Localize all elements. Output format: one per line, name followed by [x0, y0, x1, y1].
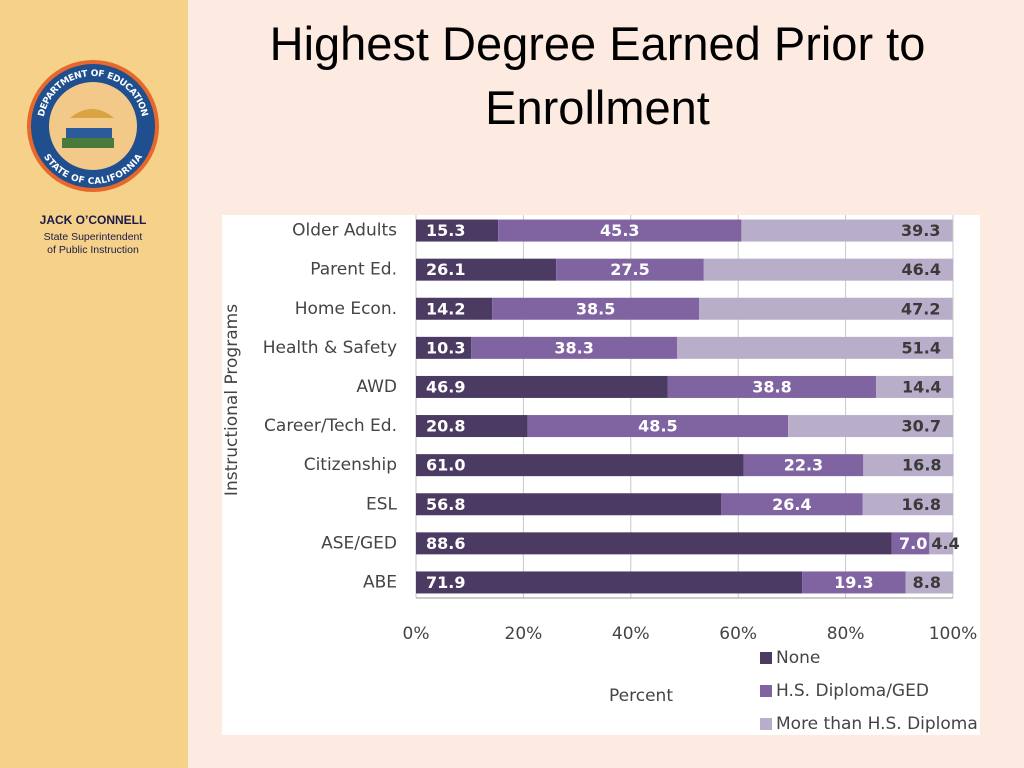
bar-segment [416, 532, 892, 555]
sidebar-role: of Public Instruction [47, 244, 139, 256]
y-tick-label: Older Adults [292, 221, 397, 241]
logo-center [49, 82, 137, 170]
x-tick-label: 80% [827, 624, 865, 644]
value-label: 48.5 [638, 417, 677, 436]
y-tick-label: Parent Ed. [310, 260, 397, 280]
bar-segment [527, 415, 789, 438]
y-tick-label: ESL [366, 494, 398, 514]
value-label: 56.8 [426, 495, 465, 514]
bar-segment [498, 219, 742, 242]
value-label: 45.3 [600, 221, 639, 240]
value-label: 46.4 [902, 260, 941, 279]
y-tick-label: Citizenship [304, 455, 397, 475]
value-label: 8.8 [913, 573, 941, 592]
y-tick-label: Home Econ. [295, 299, 397, 319]
bar-segment [416, 493, 722, 516]
y-tick-label: AWD [356, 377, 397, 397]
bar-segment [802, 571, 906, 594]
value-label: 14.2 [426, 299, 465, 318]
legend-swatch [760, 652, 772, 664]
value-label: 46.9 [426, 377, 465, 396]
logo: DEPARTMENT OF EDUCATION STATE OF CALIFOR… [27, 60, 159, 192]
x-tick-label: 60% [719, 624, 757, 644]
x-tick-label: 100% [929, 624, 978, 644]
bar-segment [676, 336, 953, 359]
bar-segment [929, 532, 953, 555]
x-tick-label: 0% [403, 624, 430, 644]
slide-title: Highest Degree Earned Prior to Enrollmen… [269, 17, 926, 134]
value-label: 61.0 [426, 456, 465, 475]
logo-books [66, 128, 112, 138]
bar-segment [416, 297, 493, 320]
bar-segment [471, 336, 677, 359]
bar-segment [416, 336, 472, 359]
x-tick-label: 20% [505, 624, 543, 644]
bar-segment [876, 375, 954, 398]
bar-segment [556, 258, 704, 281]
bar-segment [416, 571, 803, 594]
bar-segment [416, 375, 668, 398]
y-axis-label: Instructional Programs [222, 304, 242, 496]
bar-segment [703, 258, 953, 281]
value-label: 7.0 [899, 534, 927, 553]
bar-segment [667, 375, 877, 398]
value-label: 88.6 [426, 534, 465, 553]
value-label: 47.2 [901, 299, 940, 318]
bar-segment [743, 454, 864, 477]
logo-books [62, 138, 114, 148]
value-label: 38.5 [576, 299, 615, 318]
legend-label: H.S. Diploma/GED [776, 681, 929, 701]
y-tick-label: ABE [363, 572, 397, 592]
value-label: 38.3 [554, 338, 593, 357]
value-label: 4.4 [931, 534, 959, 553]
plot: 0% 20% 40% 60% 80% 100% Older Adults 15.3 45.3 39… [222, 215, 978, 734]
value-label: 27.5 [610, 260, 649, 279]
value-label: 16.8 [902, 456, 941, 475]
bar-segment [698, 297, 953, 320]
value-label: 26.4 [772, 495, 811, 514]
value-label: 19.3 [834, 573, 873, 592]
x-axis-label: Percent [609, 686, 673, 706]
y-tick-label: Career/Tech Ed. [264, 416, 397, 436]
value-label: 16.8 [902, 495, 941, 514]
bar-segment [416, 454, 744, 477]
sidebar-name: JACK O’CONNELL [40, 213, 147, 227]
bar-segment [788, 415, 953, 438]
bar-segment [416, 258, 557, 281]
legend-swatch [760, 718, 772, 730]
value-label: 20.8 [426, 417, 465, 436]
bar-segment [905, 571, 953, 594]
value-label: 51.4 [902, 338, 941, 357]
y-tick-label: ASE/GED [321, 533, 397, 553]
x-tick-label: 40% [612, 624, 650, 644]
bar-segment [416, 219, 499, 242]
legend-label: None [776, 648, 820, 668]
value-label: 14.4 [902, 377, 941, 396]
bar-segment [891, 532, 930, 555]
value-label: 30.7 [902, 417, 941, 436]
value-label: 10.3 [426, 338, 465, 357]
y-tick-label: Health & Safety [263, 338, 397, 358]
bar-segment [741, 219, 953, 242]
bar-segment [492, 297, 699, 320]
legend-swatch [760, 685, 772, 697]
bar-segment [862, 493, 953, 516]
value-label: 39.3 [901, 221, 940, 240]
bar-segment [863, 454, 954, 477]
value-label: 38.8 [752, 377, 791, 396]
value-label: 22.3 [784, 456, 823, 475]
value-label: 26.1 [426, 260, 465, 279]
bar-segment [721, 493, 863, 516]
value-label: 15.3 [426, 221, 465, 240]
legend-label: More than H.S. Diploma [776, 714, 978, 734]
sidebar-role: State Superintendent [44, 231, 143, 243]
logo-lamp [70, 109, 114, 118]
value-label: 71.9 [426, 573, 465, 592]
bar-segment [416, 415, 528, 438]
